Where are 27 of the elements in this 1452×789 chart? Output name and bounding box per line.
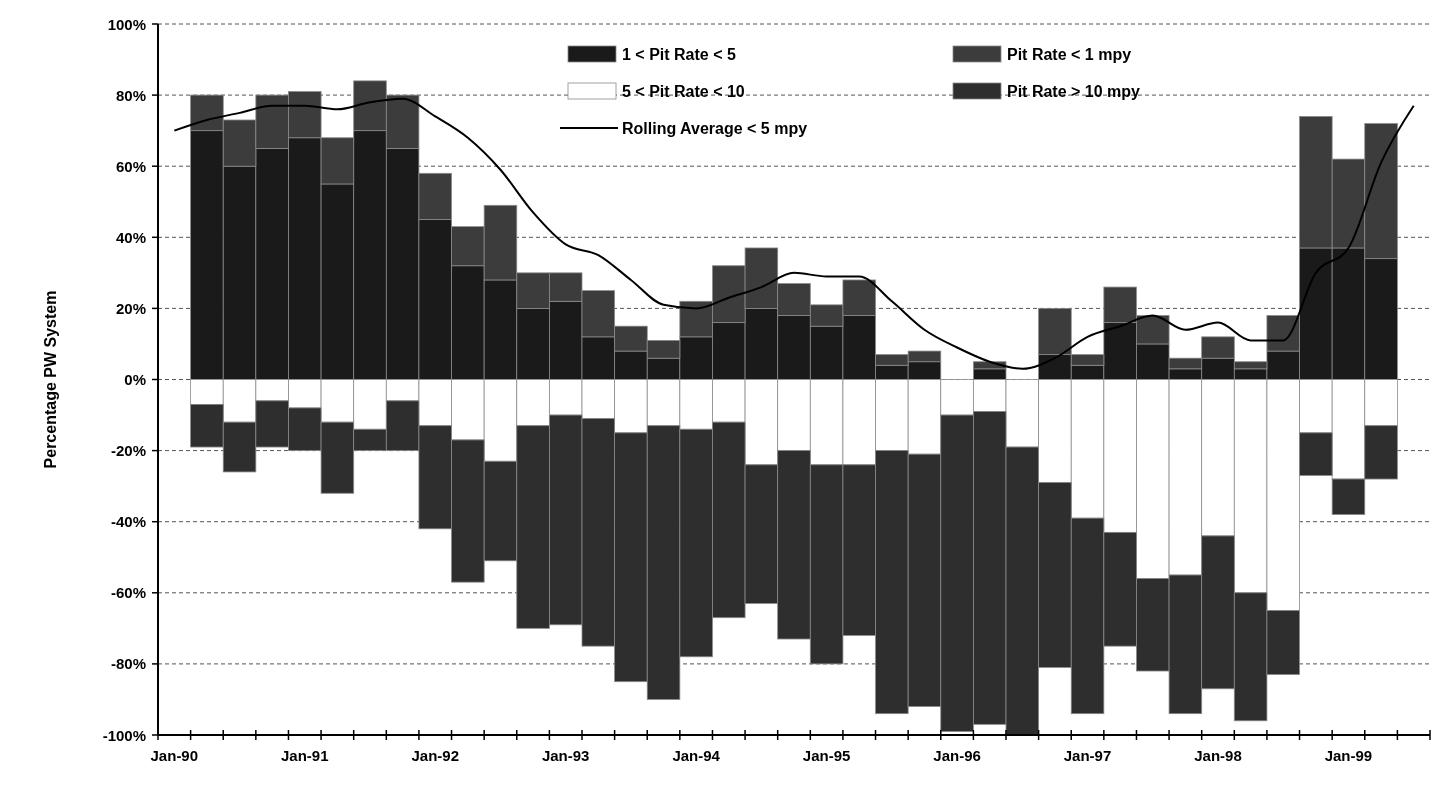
x-tick-label: Jan-98 [1194,747,1242,764]
legend-label: Pit Rate > 10 mpy [1007,82,1141,100]
legend-label: 5 < Pit Rate < 10 [622,82,745,100]
y-tick-label: -20% [110,442,146,460]
legend-label: Rolling Average < 5 mpy [622,119,808,137]
x-tick-label: Jan-96 [933,747,981,764]
y-tick-label: 80% [115,86,146,104]
x-tick-label: Jan-97 [1063,747,1112,764]
y-tick-label: -80% [110,655,146,673]
y-tick-label: 20% [115,299,146,317]
y-tick-label: 40% [115,228,146,246]
y-tick-label: 0% [124,371,146,388]
x-tick-label: Jan-92 [411,747,459,764]
legend-label: Pit Rate < 1 mpy [1007,45,1132,63]
y-tick-label: 100% [107,15,146,33]
y-tick-label: -60% [110,584,146,602]
x-tick-label: Jan-94 [672,747,721,764]
x-tick-label: Jan-93 [541,747,590,764]
x-tick-label: Jan-95 [802,747,851,764]
x-tick-label: Jan-91 [281,747,329,764]
y-tick-label: 60% [115,157,146,175]
y-axis-title: Percentage PW System [42,290,59,469]
x-tick-label: Jan-90 [150,747,199,764]
legend-label: 1 < Pit Rate < 5 [622,45,736,63]
x-tick-label: Jan-99 [1324,747,1373,764]
y-tick-label: -40% [110,513,146,531]
y-tick-label: -100% [102,726,146,744]
